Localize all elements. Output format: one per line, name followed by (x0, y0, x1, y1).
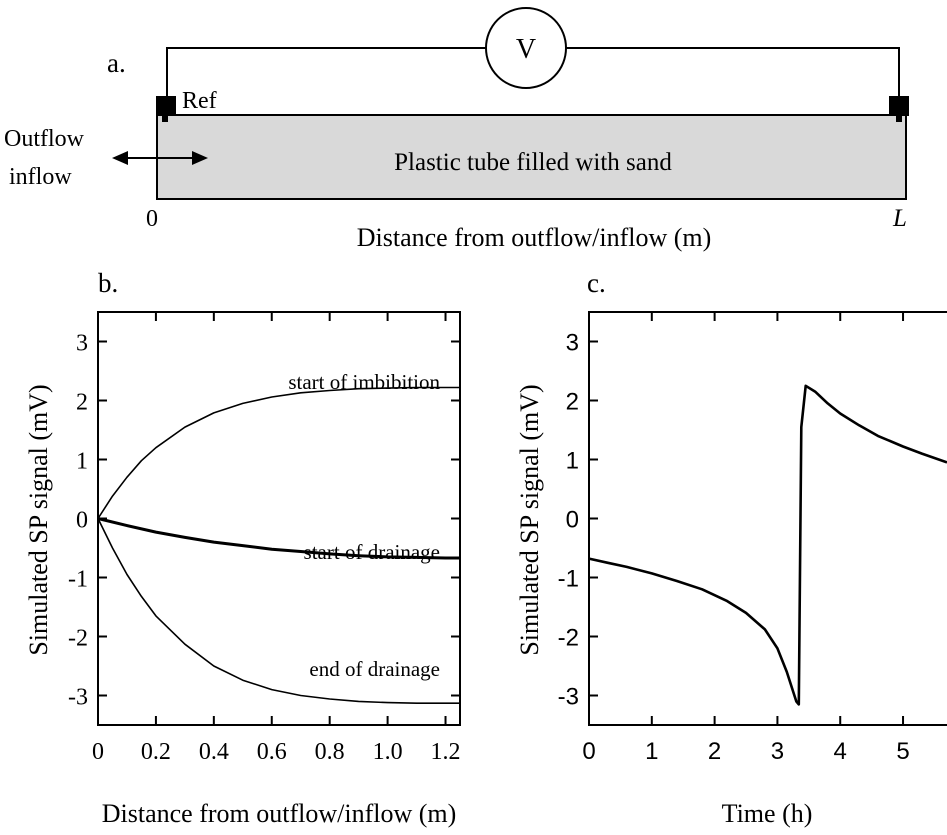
chart-c-ticks (588, 312, 905, 725)
x-tick-label: 0.6 (257, 739, 287, 765)
y-tick-label: 3 (76, 331, 88, 357)
x-tick-label: 4 (834, 738, 847, 765)
tube-label: Plastic tube filled with sand (394, 149, 672, 176)
chart-c-x-axis-label: Time (h) (722, 799, 813, 828)
zero-label: 0 (146, 206, 158, 232)
x-tick-label: 5 (896, 738, 909, 765)
outflow-label: Outflow (4, 126, 85, 152)
y-tick-label: 1 (76, 449, 88, 475)
wire-right (566, 47, 900, 98)
schematic-panel: a. V Ref Plastic tube filled with sand O… (4, 7, 909, 252)
chart-b-ticks (97, 312, 460, 725)
ref-label: Ref (182, 88, 217, 114)
end-electrode-icon (889, 96, 909, 116)
x-tick-label: 3 (771, 738, 784, 765)
x-tick-label: 0.2 (141, 739, 171, 765)
end-electrode-tip-icon (896, 114, 902, 122)
y-tick-label: -3 (68, 685, 88, 711)
panel-label-a: a. (107, 48, 126, 78)
y-tick-label: -1 (68, 567, 88, 593)
schematic-axis-label: Distance from outflow/inflow (m) (357, 223, 712, 252)
chart-c-frame (588, 311, 947, 726)
chart-b-y-tick-labels: 3 2 1 0 -1 -2 -3 (68, 331, 88, 711)
series-label-start-drainage: start of drainage (304, 540, 440, 564)
y-tick-label: -3 (558, 684, 579, 711)
x-tick-label: 1 (645, 738, 658, 765)
panel-label-c: c. (587, 268, 606, 298)
x-tick-label: 0 (92, 739, 104, 765)
x-tick-label: 1.0 (373, 739, 403, 765)
end-label: L (892, 205, 907, 232)
chart-b-x-tick-labels: 0 0.2 0.4 0.6 0.8 1.0 1.2 (92, 739, 461, 765)
voltmeter-label: V (516, 34, 536, 65)
chart-b-series (97, 386, 460, 705)
voltmeter-icon (485, 7, 567, 89)
wire-left (166, 47, 486, 98)
x-tick-label: 0.4 (199, 739, 229, 765)
chart-c-y-tick-labels: 3 2 1 0 -1 -2 -3 (558, 330, 579, 711)
chart-b-y-axis-label: Simulated SP signal (mV) (24, 384, 53, 655)
x-tick-label: 0.8 (315, 739, 345, 765)
series-line-2 (97, 518, 460, 705)
y-tick-label: -2 (558, 625, 579, 652)
y-tick-label: 2 (76, 390, 88, 416)
y-tick-label: 3 (566, 330, 579, 357)
chart-c-series (588, 384, 947, 706)
chart-b: b. 0 0.2 0.4 0.6 0.8 1.0 1.2 3 2 1 0 -1 -2 -3 start … (24, 268, 461, 828)
chart-c: c. 0 1 2 3 4 5 3 2 1 0 -1 -2 -3 Time (h) Simulated … (515, 268, 947, 828)
x-tick-label: 0 (582, 738, 595, 765)
y-tick-label: 0 (566, 507, 579, 534)
series-label-end-drainage: end of drainage (309, 657, 440, 681)
sand-tube (156, 114, 907, 200)
y-tick-label: 2 (566, 389, 579, 416)
inflow-label: inflow (9, 164, 72, 190)
series-line-0 (588, 384, 947, 706)
panel-label-b: b. (98, 268, 118, 298)
flow-arrow-icon (112, 151, 208, 165)
y-tick-label: -2 (68, 626, 88, 652)
y-tick-label: -1 (558, 566, 579, 593)
ref-electrode-tip-icon (162, 114, 168, 122)
chart-c-y-axis-label: Simulated SP signal (mV) (515, 384, 544, 655)
chart-b-x-axis-label: Distance from outflow/inflow (m) (102, 799, 457, 828)
chart-c-x-tick-labels: 0 1 2 3 4 5 (582, 738, 909, 765)
series-label-imbibition: start of imbibition (288, 370, 440, 394)
series-line-1 (97, 517, 460, 560)
ref-electrode-icon (156, 96, 176, 116)
y-tick-label: 0 (76, 508, 88, 534)
y-tick-label: 1 (566, 448, 579, 475)
x-tick-label: 2 (708, 738, 721, 765)
series-line-0 (97, 386, 460, 519)
x-tick-label: 1.2 (431, 739, 461, 765)
